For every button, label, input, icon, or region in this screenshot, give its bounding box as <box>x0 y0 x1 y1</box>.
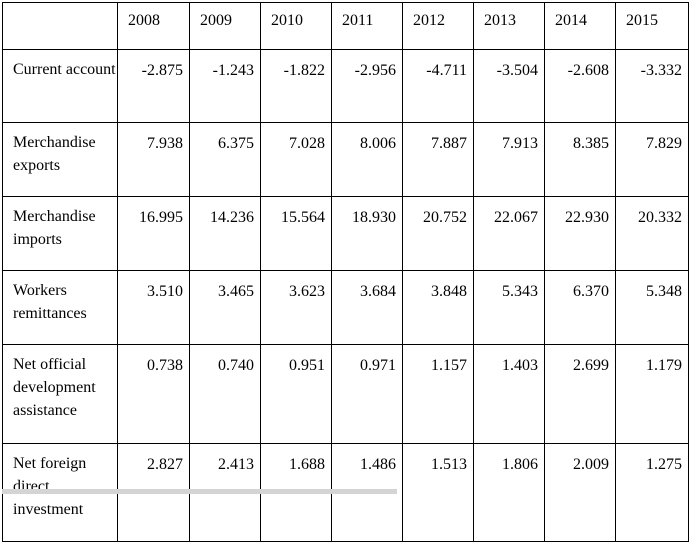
table-cell: 0.971 <box>331 344 403 444</box>
table-cell: 3.848 <box>402 270 474 345</box>
table-cell: -3.332 <box>615 49 689 123</box>
table-cell: 6.370 <box>544 270 616 345</box>
year-header: 2015 <box>615 2 689 50</box>
year-header: 2009 <box>189 2 261 50</box>
table-cell: 8.385 <box>544 122 616 197</box>
table-cell: 7.028 <box>260 122 332 197</box>
table-cell: 7.913 <box>473 122 545 197</box>
table-cell: 1.513 <box>402 443 474 542</box>
table-cell: 1.157 <box>402 344 474 444</box>
table-cell: 20.752 <box>402 196 474 271</box>
year-header: 2012 <box>402 2 474 50</box>
table-cell: 2.699 <box>544 344 616 444</box>
table-cell: -1.822 <box>260 49 332 123</box>
year-header: 2014 <box>544 2 616 50</box>
table-cell: -3.504 <box>473 49 545 123</box>
table-cell: 7.829 <box>615 122 689 197</box>
row-label: Workers remittances <box>2 270 118 345</box>
table-cell: 20.332 <box>615 196 689 271</box>
table-cell: 14.236 <box>189 196 261 271</box>
table-row: Current account -2.875 -1.243 -1.822 -2.… <box>2 49 689 123</box>
table-cell: 6.375 <box>189 122 261 197</box>
table-cell: -2.608 <box>544 49 616 123</box>
table-cell: 18.930 <box>331 196 403 271</box>
table-cell: 0.951 <box>260 344 332 444</box>
table-cell: -2.956 <box>331 49 403 123</box>
table-cell: 15.564 <box>260 196 332 271</box>
header-row: 2008 2009 2010 2011 2012 2013 2014 2015 <box>2 2 689 50</box>
table-cell: 8.006 <box>331 122 403 197</box>
row-label: Merchandise imports <box>2 196 118 271</box>
table-cell: 5.348 <box>615 270 689 345</box>
table-cell: 1.403 <box>473 344 545 444</box>
table-cell: 1.275 <box>615 443 689 542</box>
table-cell: 0.740 <box>189 344 261 444</box>
row-label: Current account <box>2 49 118 123</box>
table-cell: 3.465 <box>189 270 261 345</box>
corner-cell <box>2 2 118 50</box>
table-cell: 22.930 <box>544 196 616 271</box>
year-header: 2008 <box>117 2 190 50</box>
year-header: 2013 <box>473 2 545 50</box>
table-cell: 2.009 <box>544 443 616 542</box>
table-cell: 3.510 <box>117 270 190 345</box>
table-cell: -2.875 <box>117 49 190 123</box>
table-row: Merchandise exports 7.938 6.375 7.028 8.… <box>2 122 689 197</box>
table-cell: 3.623 <box>260 270 332 345</box>
table-cell: 1.806 <box>473 443 545 542</box>
table-cell: 7.887 <box>402 122 474 197</box>
bottom-shading <box>2 489 397 494</box>
table-cell: 16.995 <box>117 196 190 271</box>
row-label: Merchandise exports <box>2 122 118 197</box>
table-cell: -1.243 <box>189 49 261 123</box>
table-cell: 3.684 <box>331 270 403 345</box>
table-row: Net official development assistance 0.73… <box>2 344 689 444</box>
row-label: Net official development assistance <box>2 344 118 444</box>
table-cell: 5.343 <box>473 270 545 345</box>
year-header: 2010 <box>260 2 332 50</box>
year-header: 2011 <box>331 2 403 50</box>
table-cell: 0.738 <box>117 344 190 444</box>
table-cell: 1.179 <box>615 344 689 444</box>
table-cell: 7.938 <box>117 122 190 197</box>
table-row: Merchandise imports 16.995 14.236 15.564… <box>2 196 689 271</box>
table-row: Workers remittances 3.510 3.465 3.623 3.… <box>2 270 689 345</box>
table-cell: -4.711 <box>402 49 474 123</box>
table-cell: 22.067 <box>473 196 545 271</box>
